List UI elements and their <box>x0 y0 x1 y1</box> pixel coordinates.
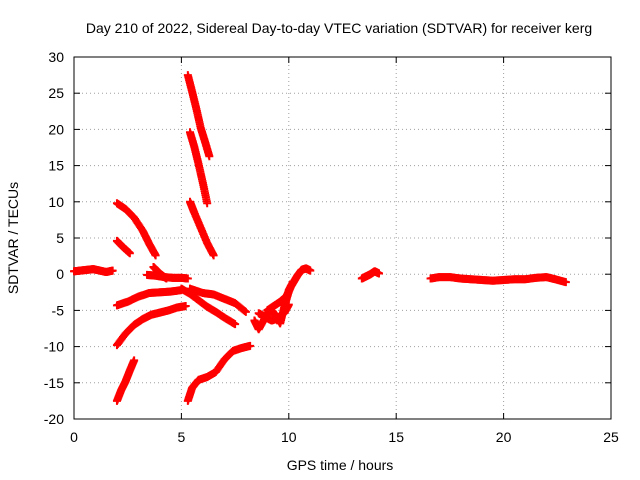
series-arc-05 <box>143 270 192 283</box>
y-tick-label: 15 <box>48 158 64 174</box>
y-tick-label: 20 <box>48 121 64 137</box>
data-point <box>125 249 134 258</box>
y-tick-label: -10 <box>44 339 64 355</box>
data-points <box>70 71 570 405</box>
data-point <box>561 278 570 287</box>
series-arc-03 <box>112 236 134 258</box>
y-tick-label: -20 <box>44 411 64 427</box>
data-point <box>375 269 384 278</box>
series-arc-20 <box>426 273 570 287</box>
data-point <box>183 274 192 283</box>
y-tick-label: 25 <box>48 85 64 101</box>
series-arc-10 <box>185 128 212 208</box>
data-point <box>209 251 218 260</box>
x-tick-label: 5 <box>178 429 186 445</box>
data-point <box>231 320 240 329</box>
x-tick-label: 20 <box>496 429 512 445</box>
y-tick-label: 0 <box>56 266 64 282</box>
data-point <box>306 266 315 275</box>
data-point <box>108 266 117 275</box>
series-arc-08 <box>112 356 139 405</box>
series-arc-04 <box>112 286 186 310</box>
y-tick-label: 10 <box>48 194 64 210</box>
data-point <box>162 274 171 283</box>
data-point <box>284 300 293 309</box>
data-point <box>205 152 214 161</box>
y-axis-label: SDTVAR / TECUs <box>5 182 21 294</box>
series-arc-12 <box>177 284 240 329</box>
grid-lines <box>74 57 611 419</box>
axis-ticks: 0 5 10 15 20 25 -20 -15 -10 -5 0 5 10 15 20 25 30 <box>44 49 619 445</box>
data-point <box>151 251 160 260</box>
series-arc-01 <box>70 265 117 277</box>
data-point <box>246 341 255 350</box>
series-arc-14 <box>183 341 255 405</box>
series-arc-16 <box>254 300 293 325</box>
data-point <box>181 302 190 311</box>
series-arc-13 <box>185 284 250 316</box>
series-arc-02 <box>112 199 160 260</box>
x-tick-label: 15 <box>388 429 404 445</box>
data-point <box>203 199 212 208</box>
series-arc-09 <box>183 71 214 161</box>
y-tick-label: 5 <box>56 230 64 246</box>
x-tick-label: 0 <box>70 429 78 445</box>
data-point <box>241 307 250 316</box>
chart-title: Day 210 of 2022, Sidereal Day-to-day VTE… <box>86 20 592 36</box>
series-arc-07 <box>112 302 190 350</box>
series-arc-06 <box>149 262 171 283</box>
y-tick-label: -15 <box>44 375 64 391</box>
series-arc-18 <box>284 264 315 295</box>
y-tick-label: 30 <box>48 49 64 65</box>
x-tick-label: 25 <box>603 429 619 445</box>
y-tick-label: -5 <box>52 302 65 318</box>
x-tick-label: 10 <box>281 429 297 445</box>
series-arc-19 <box>357 267 384 283</box>
x-axis-label: GPS time / hours <box>287 457 394 473</box>
data-point <box>130 356 139 365</box>
series-arc-11 <box>185 197 218 260</box>
